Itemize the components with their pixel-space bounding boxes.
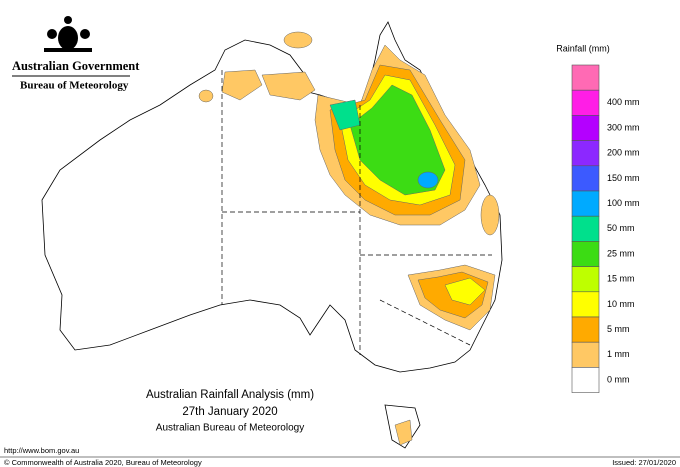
legend-label: 10 mm <box>607 299 635 309</box>
legend-swatch <box>571 341 600 368</box>
map-date: 27th January 2020 <box>182 406 277 418</box>
legend-label: 300 mm <box>607 122 640 132</box>
legend-label: 25 mm <box>607 248 635 258</box>
rainfall-areas <box>198 31 500 446</box>
legend-label: 50 mm <box>607 223 635 233</box>
map-title: Australian Rainfall Analysis (mm) <box>146 389 314 401</box>
legend-swatch <box>571 266 600 293</box>
legend-label: 200 mm <box>607 148 640 158</box>
agency-name: Bureau of Meteorology <box>20 80 129 92</box>
legend-label: 0 mm <box>607 374 630 384</box>
state-borders <box>221 70 492 355</box>
government-name: Australian Government <box>12 59 140 73</box>
legend-label: 1 mm <box>607 349 630 359</box>
footer-issued: Issued: 27/01/2020 <box>612 458 676 467</box>
legend-swatch <box>571 190 600 217</box>
legend-label: 100 mm <box>607 198 640 208</box>
crest <box>44 16 92 52</box>
legend-swatch <box>571 64 600 91</box>
legend-swatch <box>571 367 600 393</box>
legend-title: Rainfall (mm) <box>556 43 610 53</box>
legend-label: 5 mm <box>607 324 630 334</box>
legend-swatch <box>571 115 600 141</box>
legend-swatch <box>571 316 600 343</box>
legend: 400 mm 300 mm 200 mm 150 mm 100 mm 50 mm 25 mm… <box>571 64 640 393</box>
map-source: Australian Bureau of Meteorology <box>156 423 304 434</box>
legend-swatch <box>571 291 600 318</box>
legend-label: 150 mm <box>607 173 640 183</box>
legend-swatch <box>571 241 600 267</box>
legend-swatch <box>571 89 600 116</box>
legend-swatch <box>571 165 600 192</box>
legend-label: 15 mm <box>607 274 635 284</box>
legend-swatch <box>571 215 600 242</box>
footer-copyright: © Commonwealth of Australia 2020, Bureau… <box>4 458 202 467</box>
legend-label: 400 mm <box>607 97 640 107</box>
footer-url: http://www.bom.gov.au <box>4 446 79 455</box>
legend-swatch <box>571 140 600 167</box>
